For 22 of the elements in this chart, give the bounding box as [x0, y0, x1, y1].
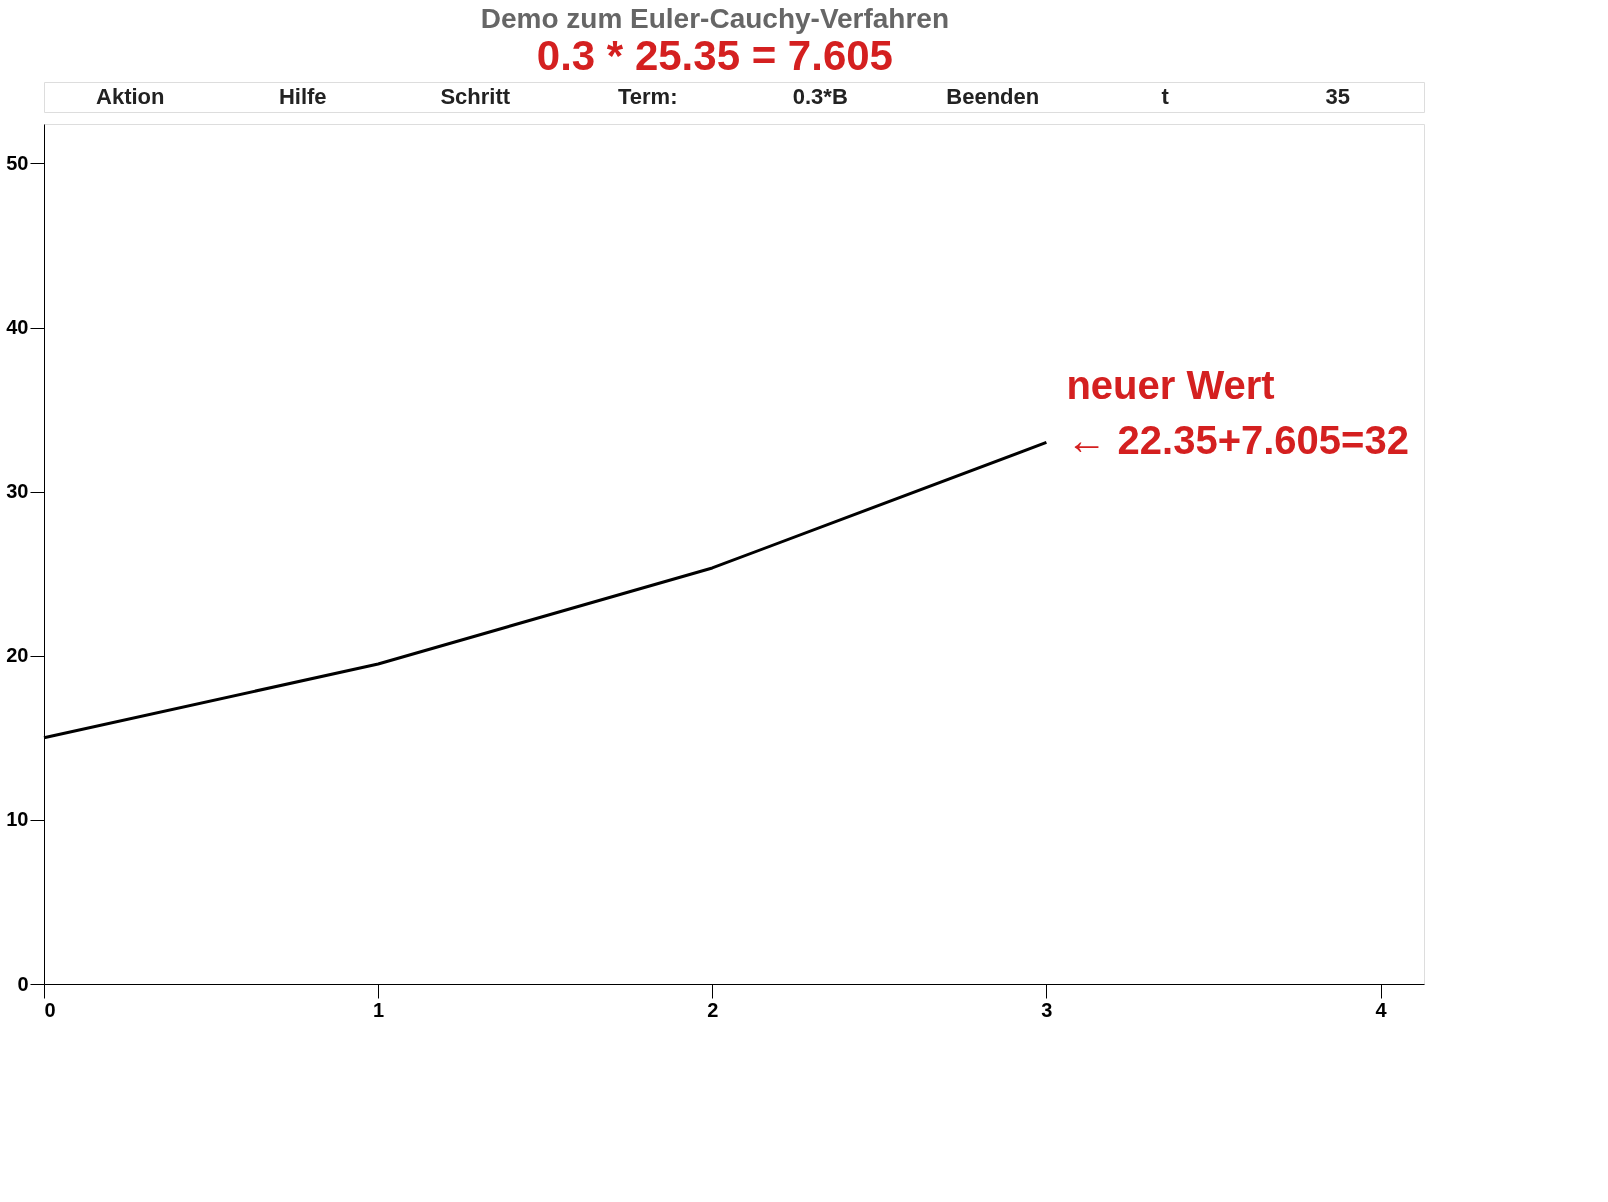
- y-tick-label: 40: [6, 316, 29, 339]
- text: Beenden: [946, 84, 1040, 109]
- text: 0.3*B: [792, 84, 848, 109]
- text: 35: [1325, 84, 1350, 109]
- text: Hilfe: [278, 84, 327, 109]
- chart-title: Demo zum Euler-Cauchy-Verfahren: [480, 2, 950, 34]
- annotation: neuer Wert: [1066, 363, 1275, 408]
- y-tick-label: 0: [17, 972, 29, 995]
- text: t: [1161, 84, 1170, 109]
- x-tick-label: 2: [707, 998, 719, 1021]
- text: Term:: [618, 84, 678, 109]
- x-tick-label: 3: [1041, 998, 1053, 1021]
- y-tick-label: 10: [6, 808, 29, 831]
- y-tick-label: 20: [6, 644, 29, 667]
- x-tick-label: 0: [44, 998, 56, 1021]
- y-tick-label: 50: [6, 151, 29, 174]
- x-tick-label: 1: [373, 998, 385, 1021]
- annotation: ← 22.35+7.605=32: [1066, 418, 1409, 463]
- text: Aktion: [96, 84, 165, 109]
- text: Schritt: [440, 84, 511, 109]
- y-tick-label: 30: [6, 480, 29, 503]
- x-tick-label: 4: [1375, 998, 1388, 1021]
